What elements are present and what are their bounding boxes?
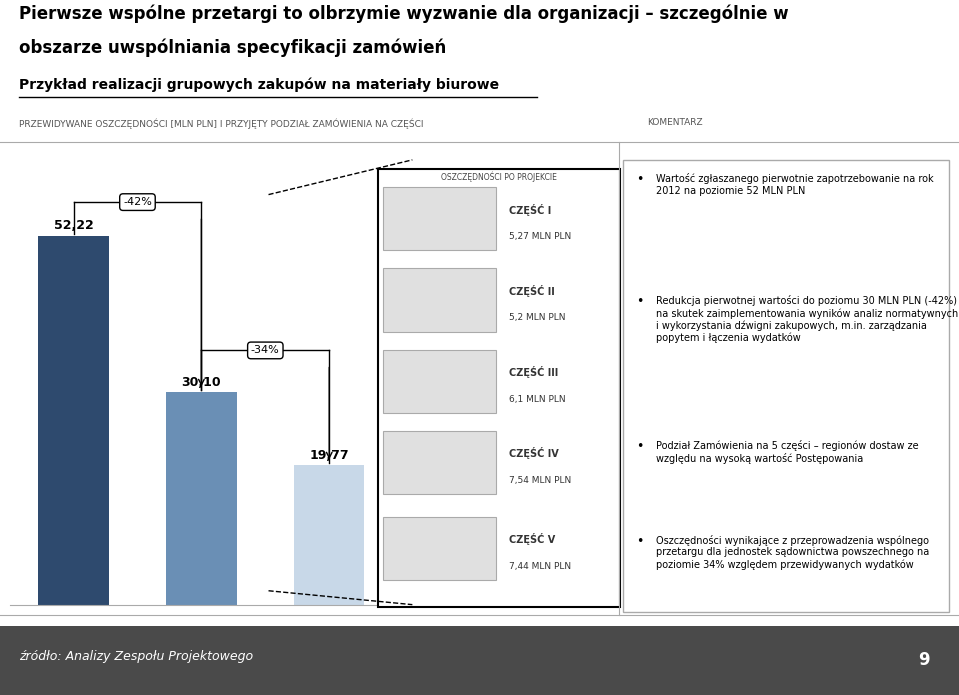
Text: CZĘŚĆ I: CZĘŚĆ I [509,204,551,215]
Bar [384,268,496,332]
Text: obszarze uwspólniania specyfikacji zamówień: obszarze uwspólniania specyfikacji zamów… [19,39,447,58]
Text: 9: 9 [919,651,930,669]
Text: 30,10: 30,10 [181,375,222,389]
Text: 52,22: 52,22 [54,220,93,232]
Bar [166,392,237,605]
Text: OSZCZĘDNOŚCI PO PROJEKCIE: OSZCZĘDNOŚCI PO PROJEKCIE [441,171,556,181]
Text: CZĘŚĆ IV: CZĘŚĆ IV [509,448,559,459]
Text: -34%: -34% [251,345,280,355]
Text: KOMENTARZ: KOMENTARZ [647,118,703,127]
Text: źródło: Analizy Zespołu Projektowego: źródło: Analizy Zespołu Projektowego [19,651,253,663]
Text: CZĘŚĆ II: CZĘŚĆ II [509,285,555,297]
Text: Podział Zamówienia na 5 części – regionów dostaw ze względu na wysoką wartość Po: Podział Zamówienia na 5 części – regionó… [656,440,919,464]
Bar [384,431,496,494]
Text: Redukcja pierwotnej wartości do poziomu 30 MLN PLN (-42%) na skutek zaimplemento: Redukcja pierwotnej wartości do poziomu … [656,295,958,343]
Text: •: • [637,535,643,548]
Text: CZĘŚĆ V: CZĘŚĆ V [509,533,555,546]
Bar [294,465,364,605]
Text: 7,44 MLN PLN: 7,44 MLN PLN [509,562,572,571]
Text: 19,77: 19,77 [310,448,349,461]
Text: Przykład realizacji grupowych zakupów na materiały biurowe: Przykład realizacji grupowych zakupów na… [19,78,500,92]
Text: 5,27 MLN PLN: 5,27 MLN PLN [509,232,572,241]
Text: •: • [637,174,643,186]
Text: 5,2 MLN PLN: 5,2 MLN PLN [509,313,566,322]
Text: 7,54 MLN PLN: 7,54 MLN PLN [509,476,572,485]
Text: Pierwsze wspólne przetargi to olbrzymie wyzwanie dla organizacji – szczególnie w: Pierwsze wspólne przetargi to olbrzymie … [19,4,789,23]
Text: CZĘŚĆ III: CZĘŚĆ III [509,366,559,378]
Text: PRZEWIDYWANE OSZCZĘDNOŚCI [MLN PLN] I PRZYJĘTY PODZIAŁ ZAMÓWIENIA NA CZĘŚCI: PRZEWIDYWANE OSZCZĘDNOŚCI [MLN PLN] I PR… [19,118,424,129]
Text: -42%: -42% [123,197,152,207]
Bar [384,517,496,580]
Text: 6,1 MLN PLN: 6,1 MLN PLN [509,395,566,404]
Bar [384,350,496,413]
Text: •: • [637,440,643,453]
Text: •: • [637,295,643,309]
Bar [384,187,496,250]
Text: Oszczędności wynikające z przeprowadzenia wspólnego przetargu dla jednostek sądo: Oszczędności wynikające z przeprowadzeni… [656,535,929,570]
FancyBboxPatch shape [0,626,959,695]
Bar [38,236,108,605]
Text: Wartość zgłaszanego pierwotnie zapotrzebowanie na rok 2012 na poziomie 52 MLN PL: Wartość zgłaszanego pierwotnie zapotrzeb… [656,174,933,196]
